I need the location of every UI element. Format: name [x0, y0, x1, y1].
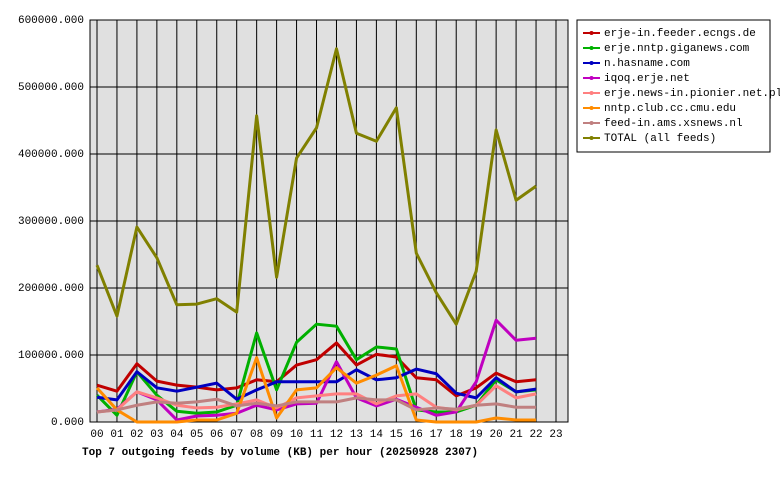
x-tick-label: 01	[110, 429, 124, 441]
x-tick-label: 15	[390, 429, 403, 441]
chart-title: Top 7 outgoing feeds by volume (KB) per …	[82, 447, 478, 459]
series-line	[96, 341, 537, 398]
x-tick-label: 16	[410, 429, 423, 441]
legend-label: erje-in.feeder.ecngs.de	[604, 28, 756, 40]
legend-dot	[589, 136, 594, 140]
x-tick-label: 17	[430, 429, 443, 441]
legend-label: erje.news-in.pionier.net.pl	[604, 88, 780, 100]
y-tick-label: 300000.000	[18, 216, 84, 228]
x-tick-label: 23	[549, 429, 562, 441]
x-tick-label: 07	[230, 429, 243, 441]
legend-label: nntp.club.cc.cmu.edu	[604, 103, 736, 115]
x-tick-label: 14	[370, 429, 384, 441]
x-tick-label: 13	[350, 429, 363, 441]
series-line	[95, 356, 537, 424]
x-tick-label: 02	[130, 429, 143, 441]
y-tick-label: 0.000	[51, 417, 84, 429]
series-line	[96, 396, 537, 414]
x-tick-label: 08	[250, 429, 263, 441]
legend-dot	[589, 76, 594, 80]
x-tick-label: 19	[470, 429, 483, 441]
x-tick-label: 18	[450, 429, 463, 441]
y-tick-label: 100000.000	[18, 350, 84, 362]
x-tick-label: 21	[509, 429, 523, 441]
legend-dot	[589, 106, 594, 110]
y-tick-label: 200000.000	[18, 283, 84, 295]
x-tick-label: 03	[150, 429, 163, 441]
legend-dot	[589, 91, 594, 95]
x-tick-label: 10	[290, 429, 303, 441]
legend-dot	[589, 31, 594, 35]
legend-box	[576, 19, 771, 153]
x-tick-label: 20	[490, 429, 503, 441]
legend-label: iqoq.erje.net	[604, 73, 690, 85]
x-tick-label: 05	[190, 429, 203, 441]
x-tick-label: 00	[90, 429, 103, 441]
y-tick-label: 400000.000	[18, 149, 84, 161]
y-tick-label: 500000.000	[18, 82, 84, 94]
legend-label: n.hasname.com	[604, 58, 690, 70]
y-tick-label: 600000.000	[18, 15, 84, 27]
legend-dot	[589, 46, 594, 50]
legend-dot	[589, 121, 594, 125]
legend-label: feed-in.ams.xsnews.nl	[604, 118, 743, 130]
x-tick-label: 04	[170, 429, 184, 441]
legend-dot	[589, 61, 594, 65]
x-tick-label: 11	[310, 429, 324, 441]
x-tick-label: 12	[330, 429, 343, 441]
x-tick-label: 06	[210, 429, 223, 441]
series-line	[95, 47, 537, 326]
series-line	[96, 367, 537, 402]
x-tick-label: 22	[529, 429, 542, 441]
legend-label: TOTAL (all feeds)	[604, 133, 716, 145]
x-tick-label: 09	[270, 429, 283, 441]
legend-label: erje.nntp.giganews.com	[604, 43, 750, 55]
